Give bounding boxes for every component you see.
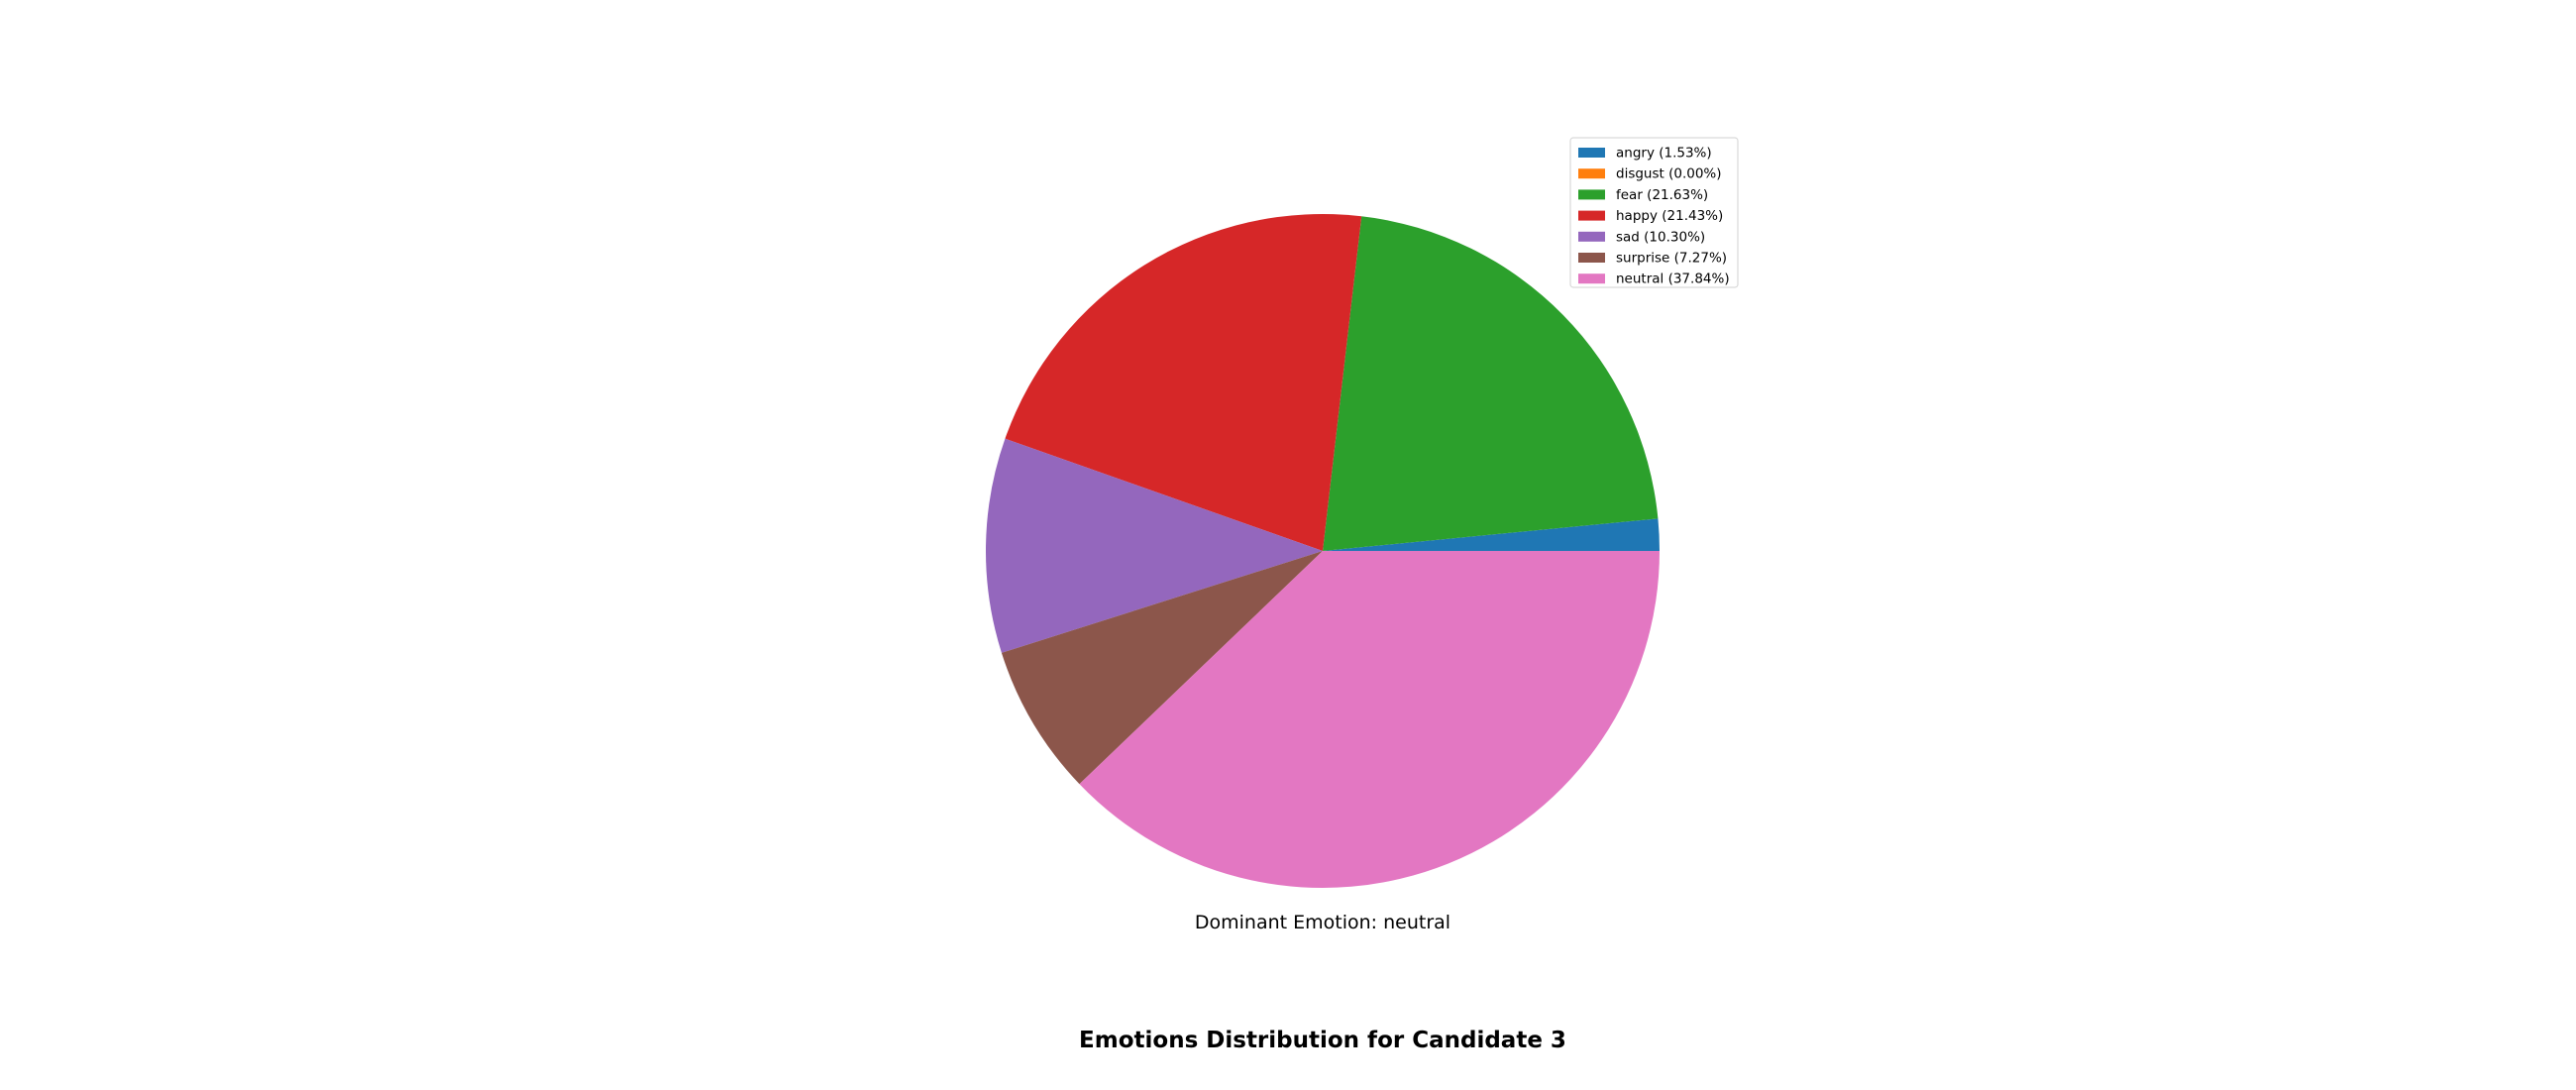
legend-items: angry (1.53%) disgust (0.00%) fear (21.63%…: [1578, 146, 1730, 287]
legend-label-sad: sad (10.30%): [1616, 229, 1705, 245]
pie-slice-surprise: [1001, 551, 1323, 785]
legend-swatch-angry: [1578, 148, 1605, 158]
legend-swatch-sad: [1578, 231, 1605, 242]
pie-slice-fear: [1323, 216, 1659, 551]
legend-label-fear: fear (21.63%): [1616, 187, 1708, 203]
legend-swatch-fear: [1578, 189, 1605, 200]
legend-label-happy: happy (21.43%): [1616, 208, 1723, 224]
pie-slice-happy: [1005, 213, 1362, 551]
legend-swatch-happy: [1578, 210, 1605, 221]
pie-slice-sad: [985, 438, 1323, 653]
legend-swatch-surprise: [1578, 253, 1605, 263]
legend-label-disgust: disgust (0.00%): [1616, 166, 1722, 182]
pie-slice-angry: [1323, 518, 1660, 551]
legend-label-angry: angry (1.53%): [1616, 146, 1712, 162]
legend-label-surprise: surprise (7.27%): [1616, 251, 1727, 267]
legend-swatch-disgust: [1578, 168, 1605, 179]
legend-swatch-neutral: [1578, 273, 1605, 284]
dominant-emotion-label: Dominant Emotion: neutral: [1195, 912, 1450, 933]
legend-label-neutral: neutral (37.84%): [1616, 272, 1730, 287]
legend-frame: [1569, 137, 1739, 288]
pie-slices: [985, 213, 1660, 889]
pie-slice-neutral: [1079, 551, 1660, 889]
legend: angry (1.53%) disgust (0.00%) fear (21.63%…: [1569, 137, 1739, 288]
chart-title: Emotions Distribution for Candidate 3: [1079, 1028, 1566, 1053]
